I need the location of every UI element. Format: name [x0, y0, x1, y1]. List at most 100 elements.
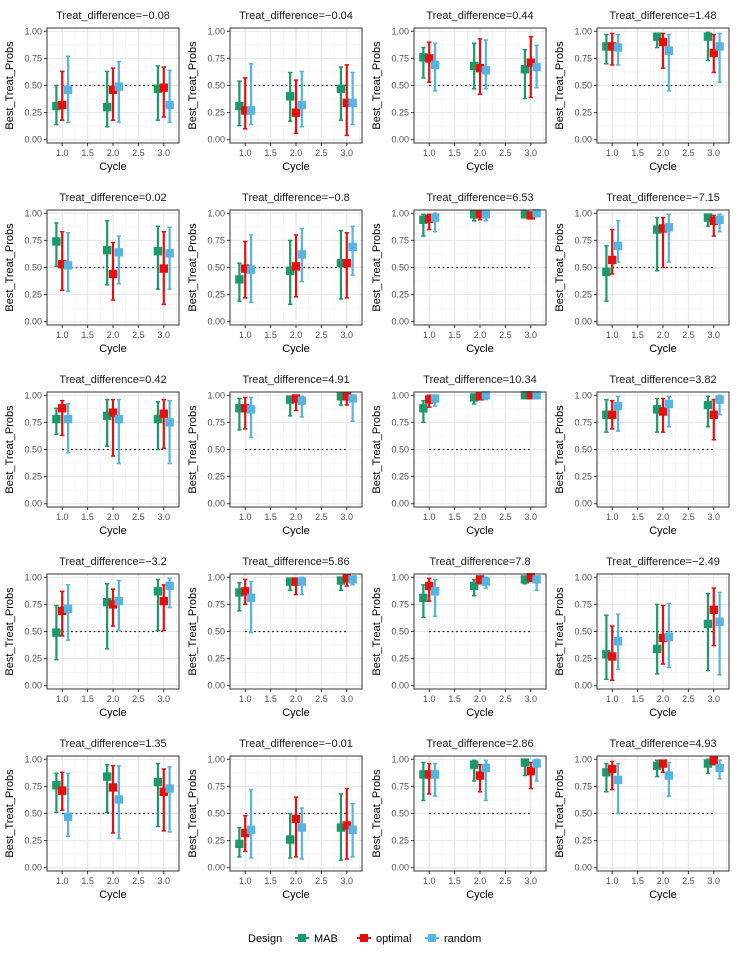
x-tick-label: 2.0: [474, 694, 487, 704]
x-tick-label: 3.0: [158, 694, 171, 704]
point-MAB: [469, 581, 479, 591]
point-MAB: [419, 215, 428, 224]
x-tick-label: 1.0: [56, 876, 69, 886]
point-optimal: [58, 100, 67, 110]
point-optimal: [342, 258, 351, 268]
panel: Treat_difference=4.93 0.00 0.25 0.50 0.75 1.0…: [554, 738, 730, 901]
panel: Treat_difference=6.53 0.00 0.25 0.50 0.75 1.0…: [371, 192, 547, 355]
y-tick-label: 0.75: [24, 417, 42, 427]
point-random: [348, 575, 357, 584]
y-tick-label: 0.00: [207, 863, 225, 873]
point-random: [114, 82, 124, 91]
panel: Treat_difference=1.48 0.00 0.25 0.50 0.75 1.0…: [554, 10, 730, 173]
x-tick-label: 2.0: [657, 876, 670, 886]
point-optimal: [58, 786, 67, 795]
x-axis-label: Cycle: [466, 525, 494, 537]
y-axis-label: Best_Treat_Probs: [554, 405, 566, 494]
x-tick-label: 1.5: [81, 876, 94, 886]
point-MAB: [336, 823, 346, 832]
y-tick-label: 0.75: [574, 599, 592, 609]
y-tick-label: 0.50: [574, 81, 592, 91]
point-optimal: [108, 408, 118, 417]
x-axis-label: Cycle: [649, 525, 677, 537]
point-random: [430, 394, 440, 403]
y-axis-label: Best_Treat_Probs: [187, 405, 199, 494]
y-tick-label: 0.50: [207, 809, 225, 819]
point-MAB: [520, 391, 530, 400]
point-MAB: [520, 210, 530, 219]
y-tick-label: 0.00: [391, 317, 409, 327]
x-axis-label: Cycle: [649, 343, 677, 355]
point-random: [481, 210, 491, 219]
x-tick-label: 1.5: [81, 512, 94, 522]
point-optimal: [291, 108, 301, 117]
point-random: [63, 261, 73, 270]
x-tick-label: 1.5: [631, 876, 644, 886]
x-tick-label: 3.0: [708, 876, 721, 886]
point-MAB: [602, 768, 611, 777]
point-random: [297, 250, 307, 259]
y-tick-label: 0.75: [391, 53, 409, 63]
x-tick-label: 2.5: [132, 512, 145, 522]
x-tick-label: 2.5: [315, 330, 328, 340]
y-tick-label: 0.50: [24, 809, 42, 819]
panel-title: Treat_difference=5.86: [242, 556, 349, 568]
point-optimal: [475, 392, 485, 401]
panel-title: Treat_difference=1.35: [59, 738, 166, 750]
y-tick-label: 1.00: [207, 208, 225, 218]
point-MAB: [520, 65, 530, 74]
panel-title: Treat_difference=−0.08: [56, 10, 170, 22]
y-tick-label: 0.00: [24, 681, 42, 691]
point-MAB: [602, 650, 611, 659]
x-tick-label: 3.0: [708, 330, 721, 340]
panel-title: Treat_difference=0.42: [59, 374, 166, 386]
x-tick-label: 1.5: [81, 330, 94, 340]
y-tick-label: 0.25: [207, 108, 225, 118]
point-optimal: [108, 600, 118, 609]
point-random: [715, 42, 724, 51]
point-MAB: [602, 267, 611, 277]
x-tick-label: 1.0: [239, 148, 252, 158]
point-MAB: [419, 53, 428, 62]
y-axis-label: Best_Treat_Probs: [4, 587, 16, 676]
panel: Treat_difference=0.44 0.00 0.25 0.50 0.75 1.0…: [371, 10, 547, 173]
x-tick-label: 2.5: [499, 148, 512, 158]
y-tick-label: 0.00: [391, 863, 409, 873]
x-tick-label: 2.0: [657, 330, 670, 340]
point-random: [613, 401, 623, 411]
point-optimal: [425, 214, 434, 223]
point-random: [613, 637, 623, 646]
x-tick-label: 2.0: [107, 694, 120, 704]
y-axis-label: Best_Treat_Probs: [187, 223, 199, 312]
point-random: [664, 46, 674, 55]
y-tick-label: 1.00: [574, 754, 592, 764]
x-axis-label: Cycle: [649, 889, 677, 901]
x-tick-label: 2.5: [682, 512, 695, 522]
point-random: [532, 209, 541, 218]
point-MAB: [102, 245, 112, 255]
y-tick-label: 0.00: [24, 863, 42, 873]
y-tick-label: 0.75: [391, 599, 409, 609]
x-tick-label: 1.5: [448, 876, 461, 886]
y-tick-label: 1.00: [391, 390, 409, 400]
x-tick-label: 1.0: [423, 330, 436, 340]
point-random: [664, 399, 674, 409]
point-optimal: [475, 63, 485, 73]
point-random: [532, 575, 541, 584]
x-axis-label: Cycle: [99, 707, 127, 719]
y-tick-label: 0.75: [24, 599, 42, 609]
point-optimal: [658, 37, 668, 47]
point-random: [165, 100, 174, 110]
point-MAB: [703, 213, 713, 222]
point-MAB: [336, 84, 346, 93]
y-axis-label: Best_Treat_Probs: [371, 405, 383, 494]
point-optimal: [241, 587, 250, 596]
y-tick-label: 0.75: [24, 53, 42, 63]
x-tick-label: 2.5: [499, 876, 512, 886]
x-tick-label: 3.0: [708, 148, 721, 158]
panel: Treat_difference=1.35 0.00 0.25 0.50 0.75 1.0…: [4, 738, 180, 901]
point-random: [246, 405, 256, 414]
y-tick-label: 0.25: [574, 290, 592, 300]
x-axis-label: Cycle: [466, 343, 494, 355]
point-optimal: [608, 764, 617, 774]
